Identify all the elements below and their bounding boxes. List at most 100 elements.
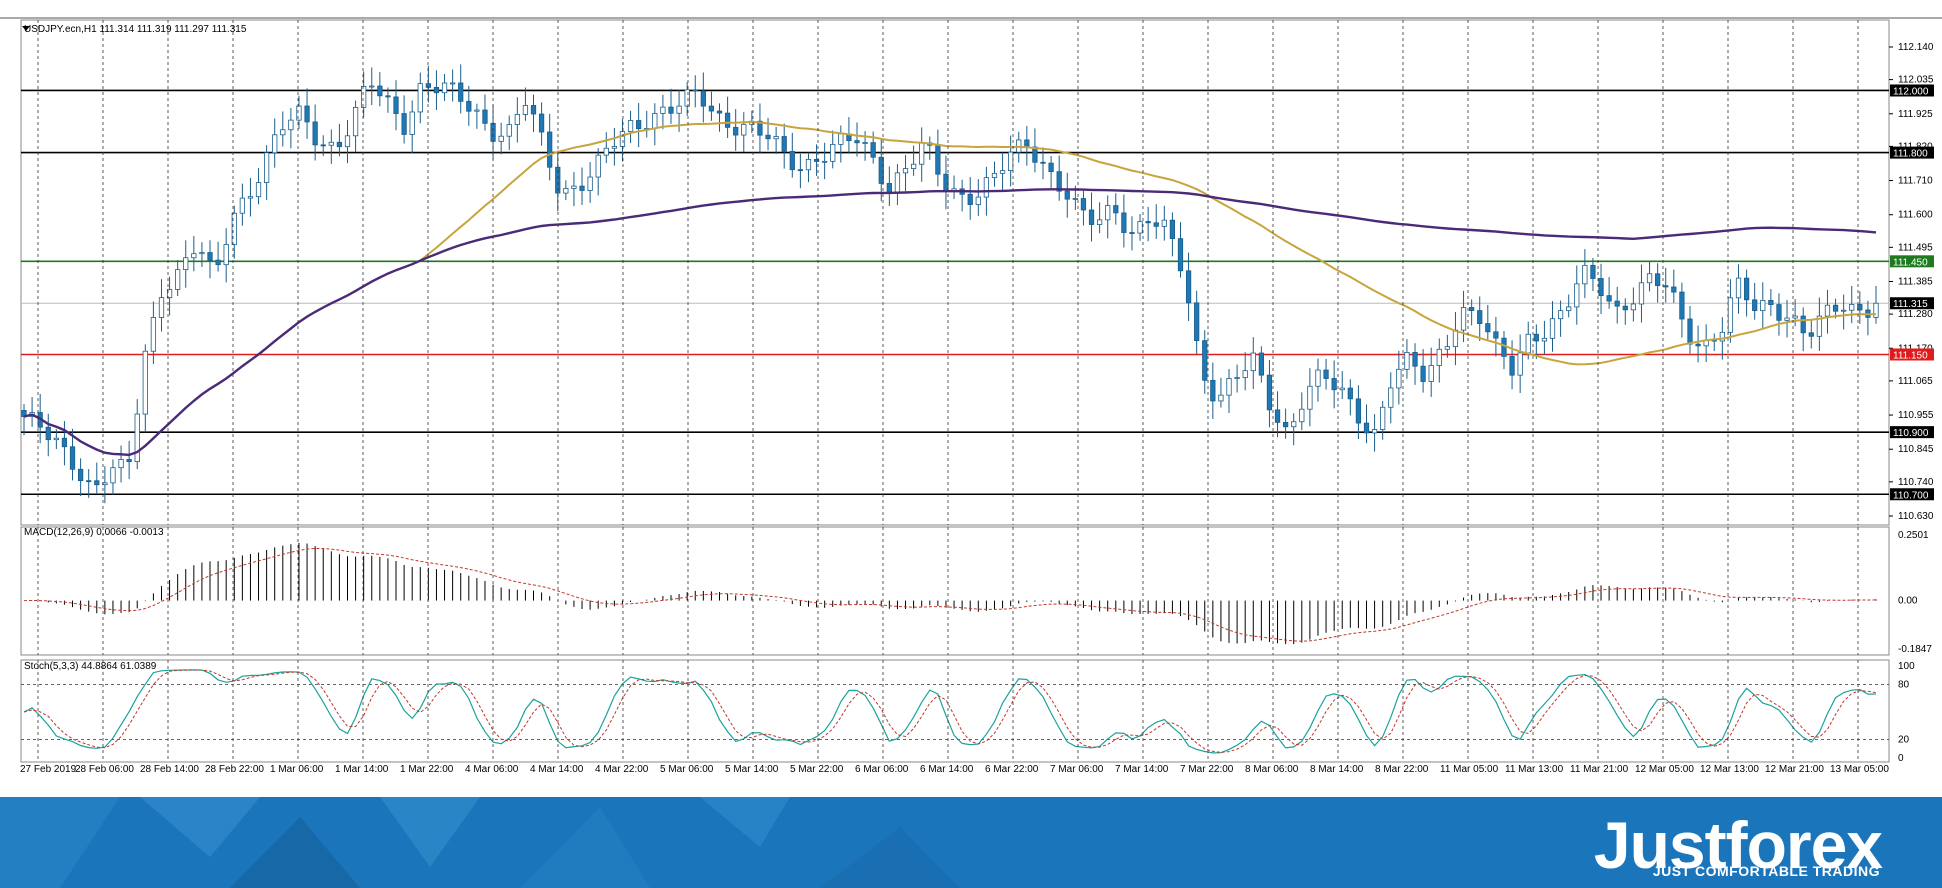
candle-body[interactable] (1250, 352, 1256, 372)
candle-body[interactable] (1469, 307, 1475, 311)
candle-body[interactable] (490, 122, 496, 142)
candle-body[interactable] (530, 105, 537, 115)
candle-body[interactable] (1331, 378, 1337, 391)
candle-body[interactable] (652, 113, 658, 129)
candle-body[interactable] (134, 413, 140, 463)
candle-body[interactable] (830, 143, 836, 162)
candle-body[interactable] (1274, 409, 1281, 423)
candle-body[interactable] (854, 140, 860, 144)
candle-body[interactable] (207, 252, 213, 261)
candle-body[interactable] (733, 126, 739, 136)
candle-body[interactable] (1436, 348, 1442, 366)
candle-body[interactable] (1598, 278, 1604, 297)
candle-body[interactable] (1088, 209, 1095, 225)
candle-body[interactable] (1557, 310, 1564, 320)
candle-body[interactable] (1509, 356, 1515, 376)
candle-body[interactable] (336, 141, 343, 148)
candle-body[interactable] (684, 89, 690, 107)
candle-body[interactable] (482, 109, 488, 124)
candle-body[interactable] (1032, 146, 1038, 163)
candle-body[interactable] (1630, 303, 1637, 311)
candle-body[interactable] (676, 105, 682, 114)
candle-body[interactable] (822, 160, 828, 163)
candle-body[interactable] (247, 196, 254, 199)
candle-body[interactable] (789, 150, 795, 171)
candle-body[interactable] (474, 109, 480, 112)
candle-body[interactable] (441, 82, 448, 94)
stoch-panel[interactable]: 100 80 20 0 (20, 659, 1915, 764)
candle-body[interactable] (1460, 307, 1467, 331)
candle-body[interactable] (1671, 286, 1677, 293)
candle-body[interactable] (344, 135, 351, 148)
candle-body[interactable] (1485, 323, 1491, 333)
candle-body[interactable] (183, 257, 189, 271)
candle-body[interactable] (1307, 385, 1313, 410)
candle-body[interactable] (1283, 421, 1289, 428)
candle-body[interactable] (450, 82, 456, 85)
candle-body[interactable] (1194, 302, 1200, 342)
candle-body[interactable] (878, 156, 884, 184)
candle-body[interactable] (1444, 346, 1450, 350)
candle-body[interactable] (1396, 368, 1402, 389)
candle-body[interactable] (142, 350, 148, 415)
candle-body[interactable] (304, 105, 310, 123)
candle-body[interactable] (692, 89, 698, 92)
candle-body[interactable] (1493, 331, 1499, 339)
candle-body[interactable] (1388, 387, 1394, 408)
candle-body[interactable] (919, 142, 925, 165)
candle-body[interactable] (1816, 315, 1823, 337)
collapse-triangle-icon[interactable] (22, 26, 30, 31)
candle-body[interactable] (563, 188, 569, 194)
candle-body[interactable] (1687, 318, 1693, 345)
candle-body[interactable] (272, 134, 278, 154)
candle-body[interactable] (1291, 421, 1297, 428)
candle-body[interactable] (361, 85, 367, 108)
candle-body[interactable] (312, 121, 318, 146)
candle-body[interactable] (781, 136, 787, 152)
candle-body[interactable] (1258, 352, 1264, 376)
candle-body[interactable] (1185, 270, 1192, 304)
candle-body[interactable] (1655, 273, 1661, 287)
candle-body[interactable] (296, 105, 302, 121)
candle-body[interactable] (433, 86, 440, 94)
candle-body[interactable] (619, 131, 626, 147)
chart-canvas[interactable]: 112.140112.035111.925111.820111.710111.6… (0, 0, 1942, 790)
candle-body[interactable] (1452, 329, 1459, 348)
candle-body[interactable] (579, 185, 585, 191)
candle-body[interactable] (1784, 317, 1790, 321)
candle-body[interactable] (320, 144, 326, 147)
candle-body[interactable] (1080, 198, 1087, 211)
candle-body[interactable] (522, 105, 529, 115)
candle-body[interactable] (498, 135, 504, 142)
candle-body[interactable] (1048, 162, 1054, 173)
candle-body[interactable] (716, 110, 723, 114)
candle-body[interactable] (1606, 295, 1612, 302)
candle-body[interactable] (983, 177, 990, 198)
candle-body[interactable] (110, 467, 116, 484)
candle-body[interactable] (627, 120, 634, 132)
candle-body[interactable] (838, 133, 844, 145)
candle-body[interactable] (1347, 387, 1353, 400)
candle-body[interactable] (1056, 171, 1062, 192)
candle-body[interactable] (1137, 221, 1143, 234)
candle-body[interactable] (1743, 277, 1750, 301)
candle-body[interactable] (668, 106, 674, 114)
candle-body[interactable] (1218, 394, 1224, 402)
candle-body[interactable] (935, 144, 941, 175)
candle-body[interactable] (1412, 352, 1418, 367)
candle-body[interactable] (1792, 315, 1798, 319)
candle-body[interactable] (1105, 205, 1111, 221)
candle-body[interactable] (1153, 222, 1159, 227)
candle-body[interactable] (943, 173, 949, 192)
candle-body[interactable] (1121, 212, 1127, 233)
candle-body[interactable] (1574, 283, 1580, 308)
candle-body[interactable] (1841, 309, 1847, 312)
candle-body[interactable] (724, 112, 731, 128)
candle-body[interactable] (77, 468, 84, 482)
candle-body[interactable] (1008, 151, 1014, 171)
candle-body[interactable] (660, 106, 666, 114)
candle-body[interactable] (231, 212, 237, 245)
candle-body[interactable] (1566, 306, 1572, 312)
candle-body[interactable] (1622, 305, 1628, 311)
candle-body[interactable] (1752, 299, 1758, 312)
